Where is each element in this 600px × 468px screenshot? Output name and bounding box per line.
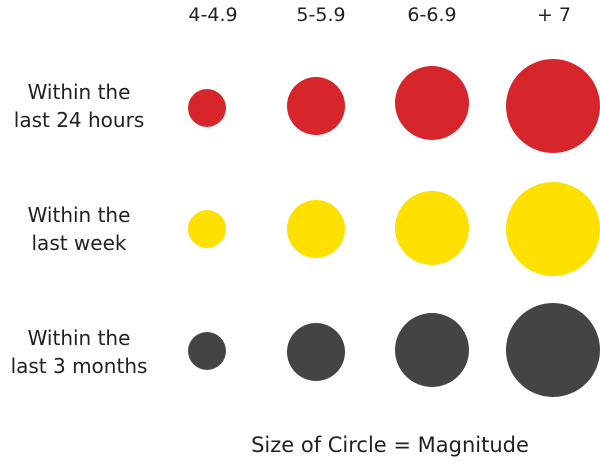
circle-3-months-5-5.9 xyxy=(287,323,345,381)
circle-week-7-plus xyxy=(506,182,600,276)
circle-24h-6-6.9 xyxy=(395,66,469,140)
column-header-4-4.9: 4-4.9 xyxy=(188,4,238,26)
legend-caption: Size of Circle = Magnitude xyxy=(0,430,600,460)
row-label-line: Within the xyxy=(27,326,131,350)
circle-week-4-4.9 xyxy=(188,210,226,248)
column-header-6-6.9: 6-6.9 xyxy=(407,4,457,26)
circle-3-months-7-plus xyxy=(506,303,600,397)
circle-week-6-6.9 xyxy=(395,191,469,265)
row-label-last-3-months: Within the last 3 months xyxy=(0,324,158,380)
row-label-line: Within the xyxy=(27,80,131,104)
circle-24h-7-plus xyxy=(506,59,600,153)
column-header-7-plus: + 7 xyxy=(536,4,572,26)
legend-caption-text: Size of Circle = Magnitude xyxy=(251,433,529,457)
circle-24h-5-5.9 xyxy=(287,77,345,135)
circle-3-months-4-4.9 xyxy=(188,332,226,370)
row-label-last-week: Within the last week xyxy=(0,201,158,257)
circle-3-months-6-6.9 xyxy=(395,313,469,387)
circle-24h-4-4.9 xyxy=(188,89,226,127)
row-label-line: last 24 hours xyxy=(13,108,145,132)
column-header-5-5.9: 5-5.9 xyxy=(296,4,346,26)
row-label-line: last 3 months xyxy=(10,354,148,378)
circle-week-5-5.9 xyxy=(287,200,345,258)
row-label-last-24-hours: Within the last 24 hours xyxy=(0,78,158,134)
row-label-line: last week xyxy=(31,231,127,255)
row-label-line: Within the xyxy=(27,203,131,227)
